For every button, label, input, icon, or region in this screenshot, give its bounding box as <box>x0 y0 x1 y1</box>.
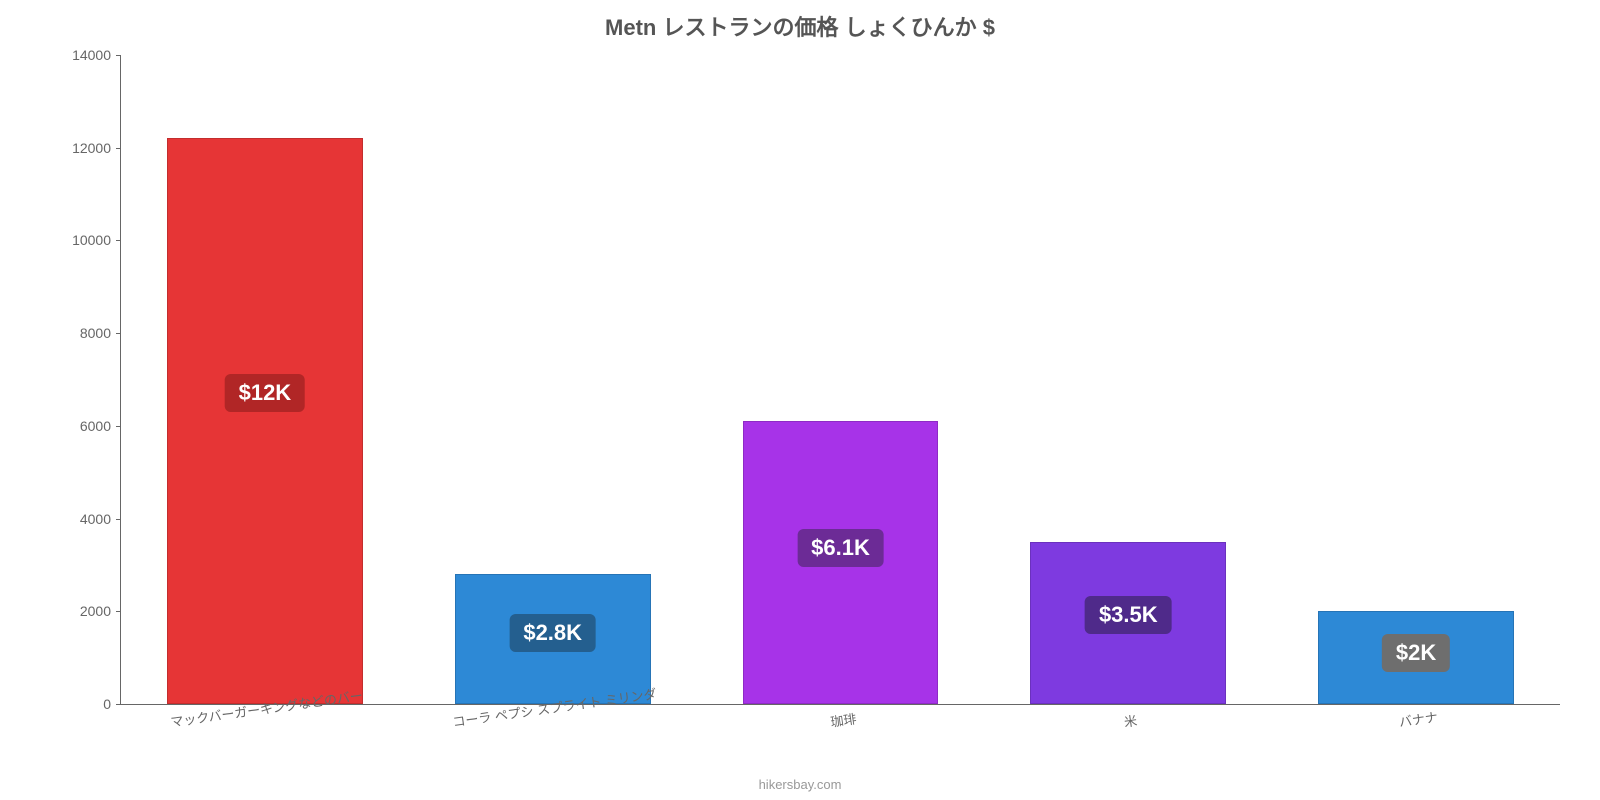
bar-value-badge: $2K <box>1382 634 1450 672</box>
bar-value-badge: $6.1K <box>797 529 884 567</box>
x-category-label: バナナ <box>1397 699 1439 731</box>
y-tick-mark <box>116 55 121 56</box>
y-tick-label: 0 <box>61 696 111 712</box>
y-tick-label: 2000 <box>61 603 111 619</box>
y-tick-label: 10000 <box>61 232 111 248</box>
y-tick-label: 8000 <box>61 325 111 341</box>
bar-value-badge: $12K <box>225 374 306 412</box>
y-tick-label: 12000 <box>61 140 111 156</box>
x-category-label: 珈琲 <box>827 700 857 730</box>
price-bar-chart: Metn レストランの価格 しょくひんか $ 02000400060008000… <box>0 0 1600 800</box>
bar <box>167 138 363 704</box>
bar-value-badge: $3.5K <box>1085 596 1172 634</box>
y-tick-mark <box>116 240 121 241</box>
y-tick-mark <box>116 426 121 427</box>
y-tick-label: 4000 <box>61 511 111 527</box>
y-tick-mark <box>116 333 121 334</box>
y-tick-mark <box>116 148 121 149</box>
y-tick-mark <box>116 704 121 705</box>
x-category-label: 米 <box>1122 702 1139 731</box>
source-attribution: hikersbay.com <box>0 777 1600 792</box>
chart-title: Metn レストランの価格 しょくひんか $ <box>0 10 1600 42</box>
y-tick-label: 6000 <box>61 418 111 434</box>
y-tick-mark <box>116 611 121 612</box>
plot-area: 02000400060008000100001200014000$12Kマックバ… <box>120 55 1560 705</box>
bar-value-badge: $2.8K <box>509 614 596 652</box>
y-tick-mark <box>116 519 121 520</box>
y-tick-label: 14000 <box>61 47 111 63</box>
